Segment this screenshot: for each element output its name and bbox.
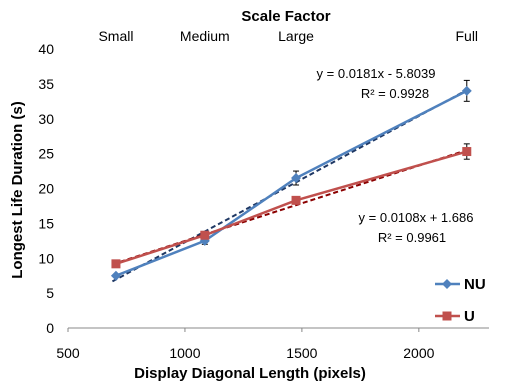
top-axis-label: Medium [180,28,230,44]
trendline-r2: R² = 0.9961 [378,230,446,245]
y-tick-label: 25 [38,146,54,162]
data-point-u [200,230,210,240]
x-axis-ticks: 500 1000 1500 2000 [56,328,435,361]
y-tick-label: 35 [38,76,54,92]
y-tick-label: 15 [38,215,54,231]
legend-marker-u [442,311,452,321]
data-point-u [111,259,121,269]
data-point-nu [461,85,472,96]
x-axis-label: Display Diagonal Length (pixels) [134,365,366,382]
x-tick-label: 2000 [403,345,434,361]
y-axis-ticks: 0 5 10 15 20 25 30 35 40 [38,41,54,336]
y-tick-label: 10 [38,250,54,266]
trendline-r2: R² = 0.9928 [361,86,429,101]
top-axis-label: Full [455,28,478,44]
y-axis-label: Longest Life Duration (s) [9,101,26,279]
y-tick-label: 30 [38,111,54,127]
x-tick-label: 500 [56,345,80,361]
y-tick-label: 0 [46,320,54,336]
x-tick-label: 1500 [286,345,317,361]
data-point-u [291,195,301,205]
data-point-u [462,147,472,157]
trendline-equation: y = 0.0108x + 1.686 [359,210,474,225]
trendline-equation: y = 0.0181x - 5.8039 [317,66,436,81]
y-tick-label: 20 [38,181,54,197]
legend-marker-nu [442,279,452,289]
series-line-nu [115,89,468,277]
y-tick-label: 5 [46,285,54,301]
top-axis-label: Small [98,28,133,44]
y-tick-label: 40 [38,41,54,57]
data-point-nu [110,270,121,281]
trendline-annotations: y = 0.0181x - 5.8039 R² = 0.9928 y = 0.010… [317,66,474,245]
series-group [110,79,472,281]
series-line-u [115,150,468,266]
top-axis-label: Large [278,28,314,44]
top-axis-labels: Small Medium Large Full [98,28,478,44]
chart-title: Scale Factor [241,8,330,25]
legend-label-nu: NU [464,276,486,293]
x-tick-label: 1000 [169,345,200,361]
legend: NU U [435,276,486,325]
data-point-nu [291,173,302,184]
legend-label-u: U [464,308,475,325]
